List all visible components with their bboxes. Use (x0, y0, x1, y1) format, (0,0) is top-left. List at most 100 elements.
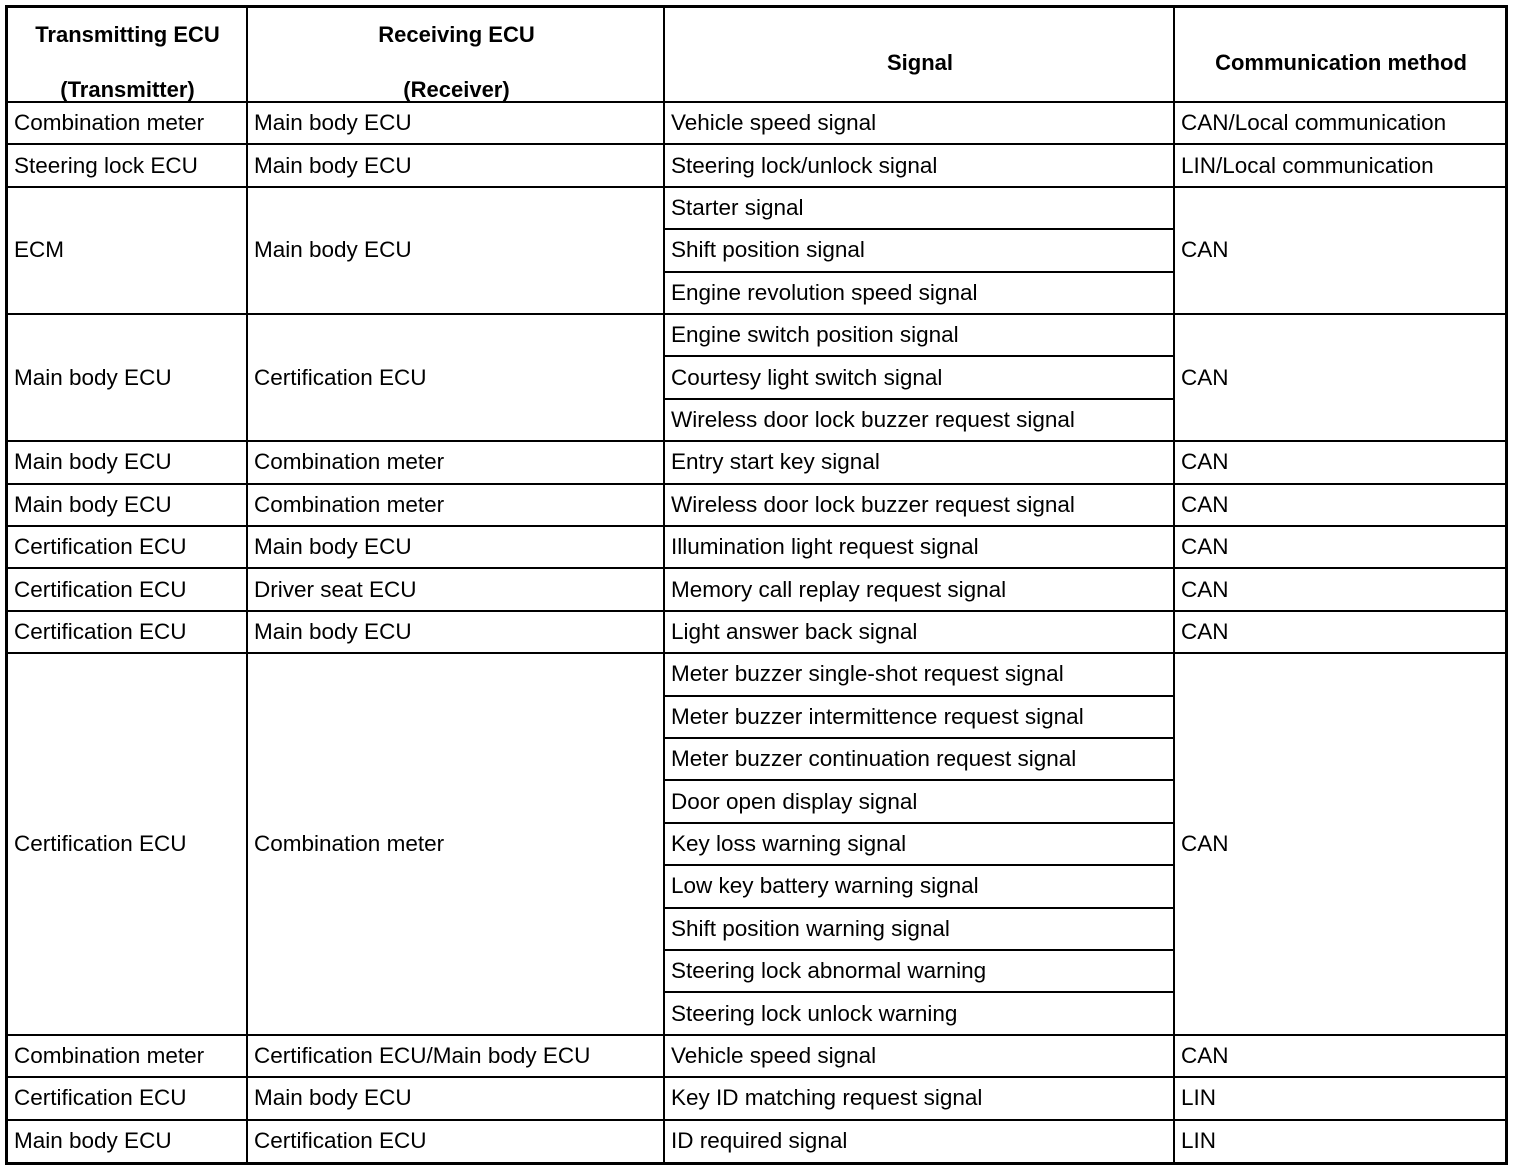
signal-divider (664, 270, 1174, 273)
transmitter-cell: Certification ECU (14, 534, 187, 560)
receiver-cell: Certification ECU (254, 1127, 427, 1153)
row-divider (6, 143, 1506, 146)
signal-cell: ID required signal (671, 1127, 848, 1153)
method-cell: CAN (1181, 449, 1229, 475)
transmitter-cell: Combination meter (14, 1042, 205, 1068)
header-signal: Signal (666, 8, 1174, 102)
header-receiver-line1: Receiving ECU (378, 22, 535, 47)
receiver-cell: Combination meter (254, 449, 445, 475)
method-cell: CAN (1181, 237, 1229, 263)
signal-divider (664, 779, 1174, 782)
table-border (5, 5, 1508, 1165)
method-cell: CAN (1181, 491, 1229, 517)
signal-divider (664, 991, 1174, 994)
transmitter-cell: Steering lock ECU (14, 152, 198, 178)
signal-cell: Shift position warning signal (671, 915, 950, 941)
method-cell: CAN (1181, 534, 1229, 560)
row-divider (6, 185, 1506, 188)
column-divider (246, 6, 248, 1162)
row-divider (6, 652, 1506, 655)
signal-cell: Key ID matching request signal (671, 1085, 983, 1111)
signal-cell: Wireless door lock buzzer request signal (671, 406, 1075, 432)
receiver-cell: Certification ECU/Main body ECU (254, 1042, 591, 1068)
row-divider (6, 1118, 1506, 1121)
row-divider (6, 1033, 1506, 1036)
receiver-cell: Main body ECU (254, 152, 412, 178)
signal-cell: Illumination light request signal (671, 534, 979, 560)
row-divider (6, 482, 1506, 485)
signal-cell: Steering lock/unlock signal (671, 152, 938, 178)
method-cell: LIN (1181, 1127, 1217, 1153)
signal-divider (664, 864, 1174, 867)
row-divider (6, 1076, 1506, 1079)
receiver-cell: Combination meter (254, 830, 445, 856)
transmitter-cell: Certification ECU (14, 830, 187, 856)
header-receiver-line2: (Receiver) (403, 77, 510, 102)
signal-divider (664, 355, 1174, 358)
transmitter-cell: Combination meter (14, 110, 205, 136)
header-transmitter-line2: (Transmitter) (60, 77, 195, 102)
receiver-cell: Main body ECU (254, 618, 412, 644)
column-divider (1173, 6, 1175, 1162)
row-divider (6, 525, 1506, 527)
column-divider (663, 6, 665, 1162)
transmitter-cell: Certification ECU (14, 1085, 187, 1111)
transmitter-cell: Certification ECU (14, 618, 187, 644)
header-divider (6, 101, 1506, 103)
transmitter-cell: Main body ECU (14, 491, 172, 517)
row-divider (6, 609, 1506, 612)
transmitter-cell: Main body ECU (14, 449, 172, 475)
signal-cell: Engine switch position signal (671, 322, 959, 348)
transmitter-cell: ECM (14, 237, 64, 263)
method-cell: CAN (1181, 576, 1229, 602)
header-signal-label: Signal (886, 50, 953, 75)
signal-cell: Courtesy light switch signal (671, 364, 943, 390)
transmitter-cell: Certification ECU (14, 576, 187, 602)
signal-cell: Vehicle speed signal (671, 110, 877, 136)
signal-divider (664, 694, 1174, 697)
signal-cell: Shift position signal (671, 237, 865, 263)
receiver-cell: Certification ECU (254, 364, 427, 390)
receiver-cell: Main body ECU (254, 237, 412, 263)
signal-cell: Starter signal (671, 194, 804, 220)
receiver-cell: Combination meter (254, 491, 445, 517)
signal-divider (664, 397, 1174, 400)
header-transmitter: Transmitting ECU (Transmitter) (8, 8, 247, 102)
receiver-cell: Main body ECU (254, 534, 412, 560)
method-cell: LIN/Local communication (1181, 152, 1434, 178)
signal-cell: Steering lock unlock warning (671, 1000, 958, 1026)
method-cell: CAN (1181, 618, 1229, 644)
signal-cell: Key loss warning signal (671, 830, 907, 856)
row-divider (6, 313, 1506, 315)
transmitter-cell: Main body ECU (14, 364, 172, 390)
method-cell: CAN (1181, 364, 1229, 390)
signal-divider (664, 821, 1174, 824)
row-divider (6, 440, 1506, 443)
signal-cell: Wireless door lock buzzer request signal (671, 491, 1075, 517)
header-receiver: Receiving ECU (Receiver) (249, 8, 664, 102)
signal-divider (664, 906, 1174, 909)
signal-cell: Meter buzzer intermittence request signa… (671, 703, 1084, 729)
signal-cell: Steering lock abnormal warning (671, 958, 987, 984)
row-divider (6, 567, 1506, 570)
signal-cell: Engine revolution speed signal (671, 279, 978, 305)
header-transmitter-line1: Transmitting ECU (35, 22, 220, 47)
receiver-cell: Driver seat ECU (254, 576, 417, 602)
method-cell: LIN (1181, 1085, 1217, 1111)
signal-cell: Entry start key signal (671, 449, 880, 475)
signal-divider (664, 228, 1174, 231)
signal-cell: Vehicle speed signal (671, 1042, 877, 1068)
method-cell: CAN (1181, 830, 1229, 856)
method-cell: CAN/Local communication (1181, 110, 1447, 136)
signal-divider (664, 949, 1174, 951)
header-method-label: Communication method (1215, 50, 1467, 75)
method-cell: CAN (1181, 1042, 1229, 1068)
header-method: Communication method (1176, 8, 1506, 102)
signal-divider (664, 737, 1174, 739)
receiver-cell: Main body ECU (254, 110, 412, 136)
signal-cell: Light answer back signal (671, 618, 918, 644)
signal-cell: Meter buzzer continuation request signal (671, 746, 1077, 772)
signal-cell: Memory call replay request signal (671, 576, 1007, 602)
transmitter-cell: Main body ECU (14, 1127, 172, 1153)
